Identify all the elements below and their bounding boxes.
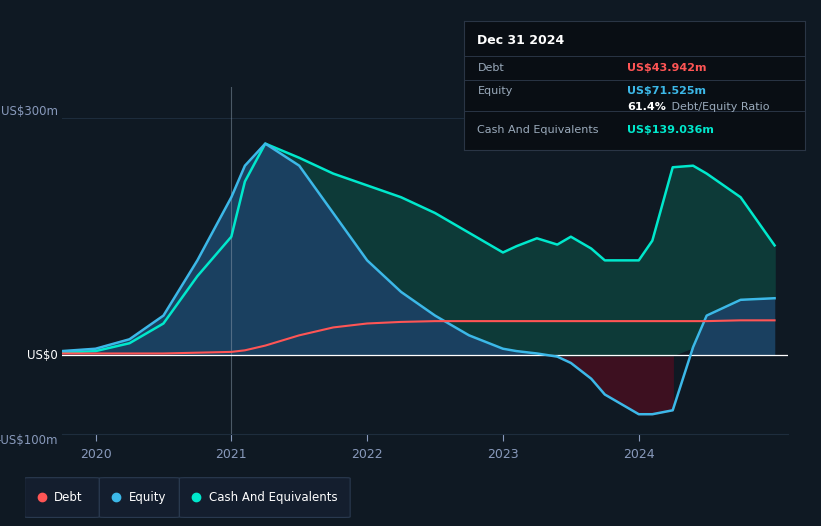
Text: US$139.036m: US$139.036m — [627, 125, 714, 135]
Text: Debt: Debt — [54, 491, 83, 503]
FancyBboxPatch shape — [25, 478, 99, 518]
Text: Equity: Equity — [129, 491, 166, 503]
Text: US$71.525m: US$71.525m — [627, 86, 706, 96]
Text: US$43.942m: US$43.942m — [627, 63, 707, 73]
Text: Cash And Equivalents: Cash And Equivalents — [478, 125, 599, 135]
Text: Equity: Equity — [478, 86, 513, 96]
Text: US$0: US$0 — [27, 349, 58, 361]
Text: Dec 31 2024: Dec 31 2024 — [478, 34, 565, 47]
Text: Debt: Debt — [478, 63, 504, 73]
FancyBboxPatch shape — [99, 478, 180, 518]
Text: -US$100m: -US$100m — [0, 434, 58, 447]
Text: Cash And Equivalents: Cash And Equivalents — [209, 491, 337, 503]
FancyBboxPatch shape — [180, 478, 351, 518]
Text: Debt/Equity Ratio: Debt/Equity Ratio — [668, 102, 770, 112]
Text: US$300m: US$300m — [1, 105, 58, 118]
Text: 61.4%: 61.4% — [627, 102, 667, 112]
